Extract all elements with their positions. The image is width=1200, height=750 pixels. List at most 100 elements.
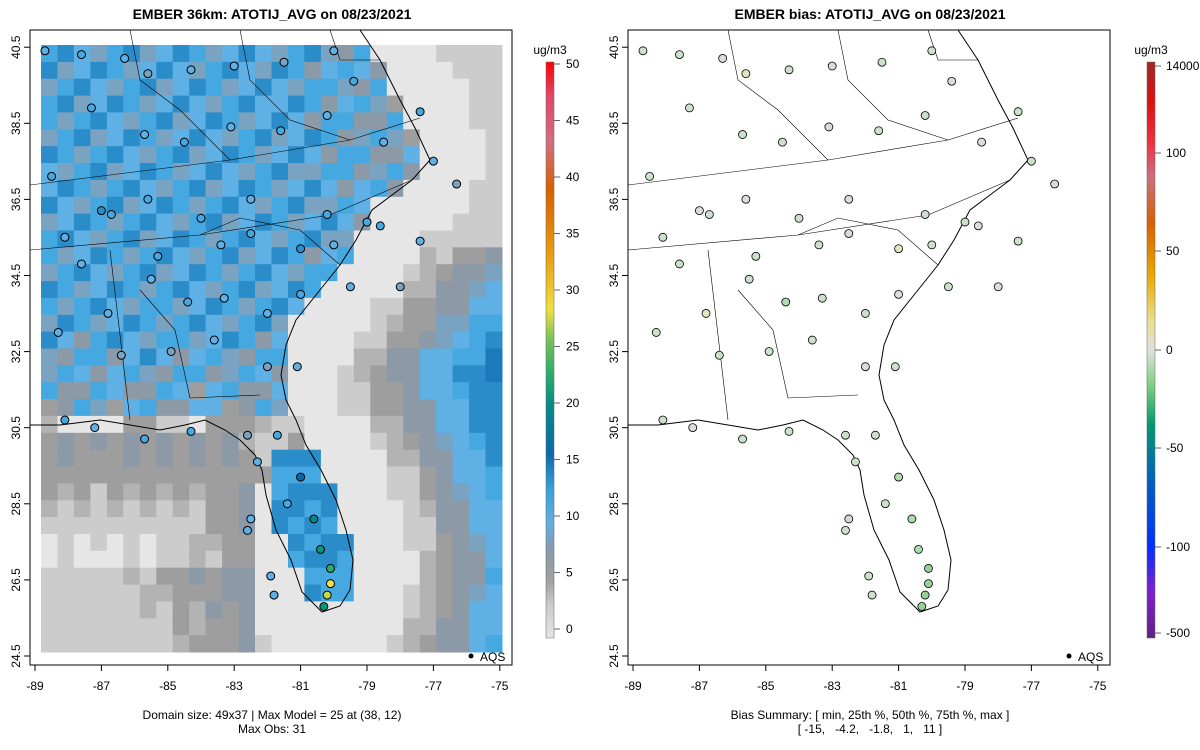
grid-cell: [255, 534, 272, 552]
grid-cell: [238, 45, 256, 63]
grid-cell: [485, 618, 503, 636]
grid-cell: [90, 449, 108, 468]
grid-cell: [106, 230, 124, 248]
grid-cell: [73, 230, 91, 248]
grid-cell: [255, 264, 272, 282]
grid-cell: [419, 382, 437, 400]
grid-cell: [106, 129, 124, 147]
grid-cell: [189, 601, 207, 619]
left-footer-1: Domain size: 49x37 | Max Model = 25 at (…: [142, 708, 402, 722]
grid-cell: [271, 331, 289, 349]
grid-cell: [452, 618, 470, 636]
x-tick-label: -79: [358, 679, 376, 693]
grid-cell: [57, 331, 75, 349]
bias-point: [651, 328, 661, 337]
grid-cell: [304, 297, 322, 316]
grid-cell: [452, 500, 470, 518]
grid-cell: [238, 213, 256, 231]
grid-cell: [452, 45, 470, 63]
grid-cell: [370, 112, 388, 130]
grid-cell: [106, 382, 124, 400]
grid-cell: [271, 348, 289, 366]
grid-cell: [123, 230, 141, 248]
grid-cell: [139, 601, 157, 619]
grid-cell: [238, 264, 256, 282]
grid-cell: [485, 45, 503, 63]
grid-cell: [205, 196, 223, 215]
colorbar-tick-label: 40: [566, 170, 580, 184]
grid-cell: [238, 584, 256, 602]
y-tick-label: 30.5: [607, 416, 621, 440]
grid-cell: [106, 247, 124, 265]
grid-cell: [337, 466, 355, 484]
grid-cell: [469, 449, 487, 468]
grid-cell: [172, 95, 190, 113]
grid-cell: [353, 449, 371, 468]
bias-point: [781, 297, 791, 307]
grid-cell: [189, 146, 207, 164]
grid-cell: [205, 601, 223, 619]
grid-cell: [156, 146, 174, 164]
grid-cell: [106, 432, 124, 451]
x-tick-label: -85: [159, 679, 177, 693]
grid-cell: [271, 163, 289, 181]
grid-cell: [386, 112, 404, 130]
grid-cell: [452, 196, 470, 215]
grid-cell: [337, 213, 355, 231]
grid-cell: [189, 196, 207, 215]
grid-cell: [386, 179, 404, 198]
grid-cell: [205, 365, 223, 383]
obs-point: [216, 240, 226, 250]
grid-cell: [123, 297, 141, 316]
grid-cell: [386, 297, 404, 316]
grid-cell: [419, 112, 437, 130]
grid-cell: [288, 432, 305, 451]
grid-cell: [271, 567, 289, 586]
colorbar-tick-label: 5: [566, 566, 573, 580]
bias-point: [1013, 236, 1023, 246]
grid-cell: [469, 382, 487, 400]
grid-cell: [57, 213, 75, 231]
grid-cell: [189, 365, 207, 383]
grid-cell: [304, 196, 322, 215]
obs-point: [322, 111, 332, 121]
obs-point: [322, 209, 332, 219]
grid-cell: [419, 432, 437, 451]
grid-cell: [337, 483, 355, 501]
grid-cell: [255, 61, 272, 80]
grid-cell: [386, 432, 404, 451]
grid-cell: [238, 163, 256, 181]
grid-cell: [189, 635, 207, 653]
colorbar-tick-label: 25: [566, 340, 580, 354]
grid-cell: [57, 365, 75, 383]
grid-cell: [255, 213, 272, 231]
grid-cell: [469, 314, 487, 333]
grid-cell: [106, 415, 124, 434]
grid-cell: [320, 432, 338, 451]
grid-cell: [353, 247, 371, 265]
obs-point: [116, 350, 126, 360]
grid-cell: [238, 550, 256, 569]
grid-cell: [485, 95, 503, 113]
left-colorbar-units: ug/m3: [533, 43, 567, 57]
grid-cell: [41, 432, 58, 451]
grid-cell: [485, 584, 503, 602]
obs-point: [106, 209, 116, 219]
grid-cell: [41, 483, 58, 501]
state-boundary: [129, 29, 231, 161]
grid-cell: [288, 264, 305, 282]
y-tick-label: 32.5: [607, 340, 621, 364]
colorbar-tick-label: 15: [566, 453, 580, 467]
legend-dot: [1066, 653, 1072, 659]
grid-cell: [370, 567, 388, 586]
grid-cell: [288, 129, 305, 147]
grid-cell: [370, 500, 388, 518]
grid-cell: [436, 500, 454, 518]
grid-cell: [139, 78, 157, 97]
grid-cell: [41, 399, 58, 417]
grid-cell: [106, 601, 124, 619]
grid-cell: [485, 247, 503, 265]
colorbar-tick-label: 45: [566, 114, 580, 128]
grid-cell: [469, 78, 487, 97]
grid-cell: [73, 331, 91, 349]
